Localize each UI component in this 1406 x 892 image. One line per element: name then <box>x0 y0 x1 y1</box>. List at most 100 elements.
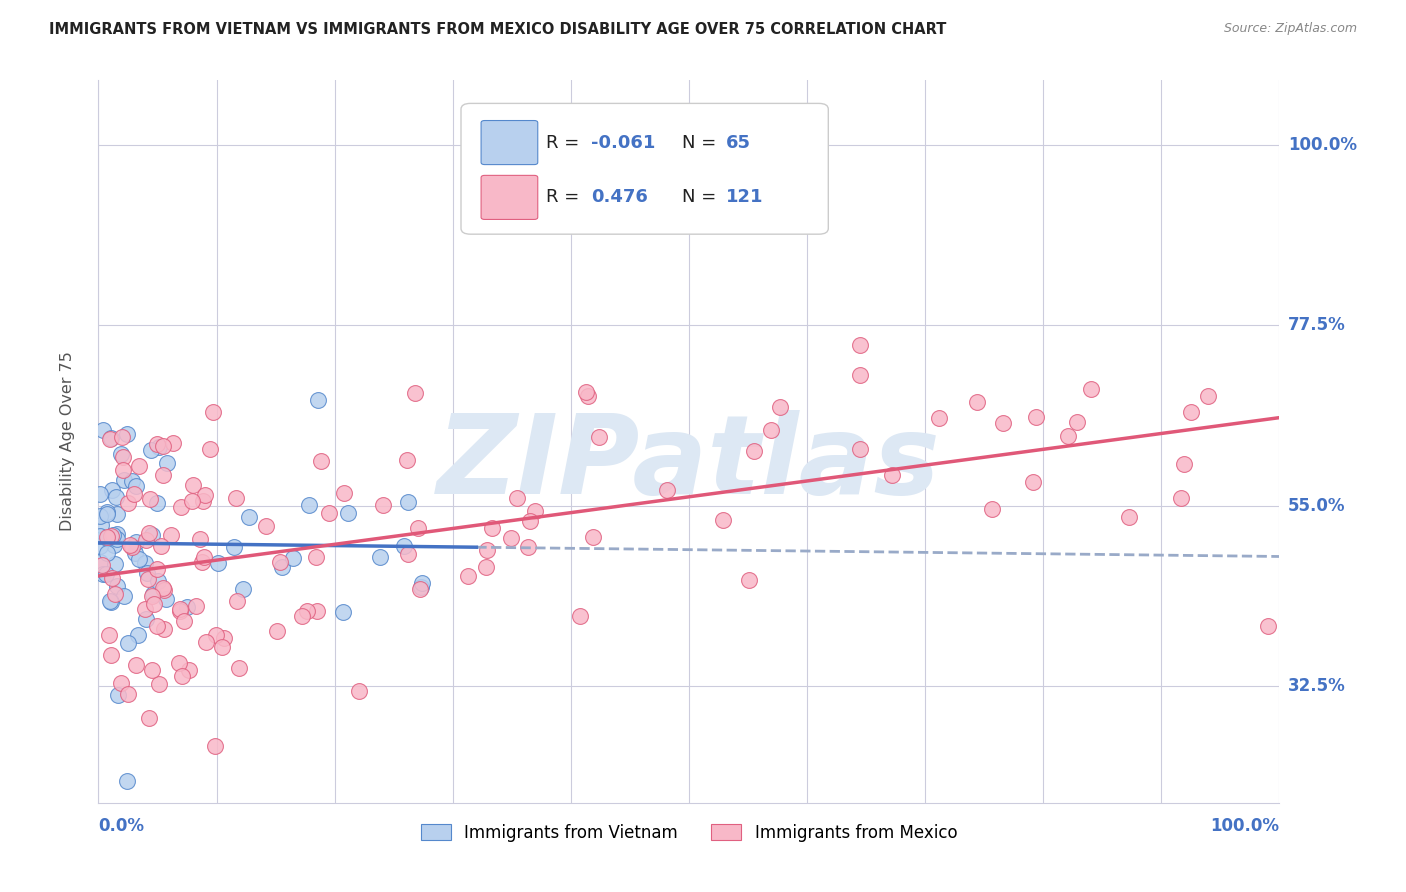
Point <box>309 454 332 468</box>
Point <box>200 442 222 456</box>
Point <box>115 774 138 789</box>
Point <box>191 493 214 508</box>
Point <box>148 676 170 690</box>
Point <box>759 423 782 437</box>
Point <box>110 676 132 690</box>
Point <box>138 572 160 586</box>
Point <box>135 566 157 580</box>
Text: 100.0%: 100.0% <box>1211 816 1279 835</box>
Point <box>966 394 988 409</box>
Point <box>176 599 198 614</box>
Point <box>1173 457 1195 471</box>
Point <box>145 437 167 451</box>
Point <box>148 440 170 454</box>
Point <box>98 433 121 447</box>
Point <box>477 543 499 558</box>
Point <box>146 496 169 510</box>
Point <box>307 392 329 407</box>
Point <box>928 410 950 425</box>
Point <box>368 549 391 564</box>
Point <box>305 550 328 565</box>
Point <box>125 534 148 549</box>
Point <box>173 614 195 628</box>
Text: 77.5%: 77.5% <box>1288 316 1346 334</box>
Point <box>148 574 170 589</box>
Point <box>97 627 120 641</box>
Point <box>228 661 250 675</box>
Point <box>141 663 163 677</box>
Point <box>115 426 138 441</box>
Point <box>104 558 127 572</box>
Text: R =: R = <box>546 188 585 206</box>
Point <box>298 498 321 512</box>
Point <box>96 546 118 560</box>
Point <box>409 580 432 594</box>
Point <box>404 386 426 401</box>
Point <box>100 648 122 662</box>
Point <box>112 450 135 464</box>
Point <box>169 601 191 615</box>
Point <box>205 627 228 641</box>
Point <box>117 687 139 701</box>
Point <box>100 571 122 585</box>
Y-axis label: Disability Age Over 75: Disability Age Over 75 <box>60 351 75 532</box>
Point <box>112 473 135 487</box>
Point <box>519 514 541 528</box>
Point <box>135 533 157 548</box>
Point <box>181 494 204 508</box>
Point <box>574 385 596 400</box>
Point <box>332 605 354 619</box>
Point <box>211 640 233 654</box>
Point <box>146 562 169 576</box>
Point <box>162 436 184 450</box>
Text: 65: 65 <box>725 134 751 152</box>
Point <box>125 657 148 672</box>
Point <box>104 490 127 504</box>
Point <box>96 530 118 544</box>
Point <box>127 627 149 641</box>
Text: N =: N = <box>682 134 721 152</box>
Point <box>89 555 111 569</box>
Text: -0.061: -0.061 <box>591 134 655 152</box>
Text: R =: R = <box>546 134 585 152</box>
Point <box>141 589 163 603</box>
Point <box>297 604 319 618</box>
Point <box>110 447 132 461</box>
Text: 32.5%: 32.5% <box>1288 677 1346 696</box>
Point <box>167 656 190 670</box>
Point <box>349 684 371 698</box>
Point <box>194 635 217 649</box>
Point <box>222 541 245 555</box>
Point <box>142 587 165 601</box>
Point <box>91 558 114 572</box>
Text: 121: 121 <box>725 188 763 206</box>
Point <box>1257 618 1279 632</box>
Point <box>135 612 157 626</box>
Point <box>122 487 145 501</box>
Point <box>582 530 605 544</box>
Text: 55.0%: 55.0% <box>1288 497 1346 515</box>
Point <box>1170 491 1192 506</box>
Point <box>290 609 312 624</box>
Point <box>1057 429 1080 443</box>
Point <box>396 547 419 561</box>
Point <box>124 546 146 560</box>
Point <box>91 566 114 581</box>
Point <box>90 517 112 532</box>
Point <box>576 389 599 403</box>
Point <box>318 506 340 520</box>
Point <box>1118 510 1140 524</box>
Point <box>270 559 292 574</box>
Point <box>181 478 204 492</box>
Point <box>849 338 872 352</box>
Point <box>238 510 260 524</box>
Point <box>159 527 181 541</box>
FancyBboxPatch shape <box>481 120 537 165</box>
Point <box>188 532 211 546</box>
Point <box>146 618 169 632</box>
Point <box>475 560 498 574</box>
Text: 100.0%: 100.0% <box>1288 136 1357 153</box>
Point <box>170 500 193 514</box>
Point <box>111 430 134 444</box>
Point <box>134 557 156 571</box>
